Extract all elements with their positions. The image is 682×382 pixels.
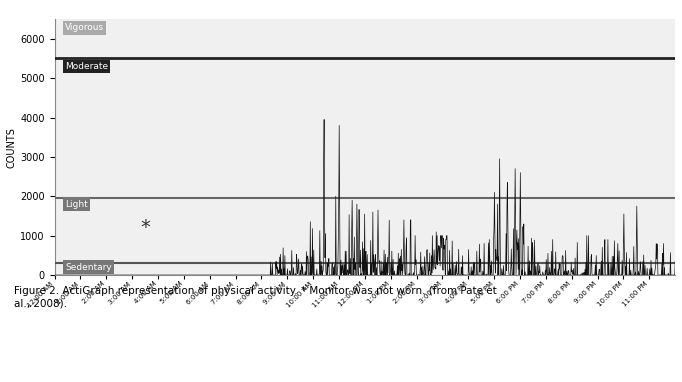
Text: Sedentary: Sedentary <box>65 263 112 272</box>
Text: Moderate: Moderate <box>65 62 108 71</box>
Text: Figure 2. ActiGraph representation of physical activity. * Monitor was not worn.: Figure 2. ActiGraph representation of ph… <box>14 286 496 308</box>
Y-axis label: COUNTS: COUNTS <box>6 126 16 168</box>
Text: Light: Light <box>65 200 88 209</box>
Text: Vigorous: Vigorous <box>65 23 104 32</box>
Text: *: * <box>140 218 150 237</box>
